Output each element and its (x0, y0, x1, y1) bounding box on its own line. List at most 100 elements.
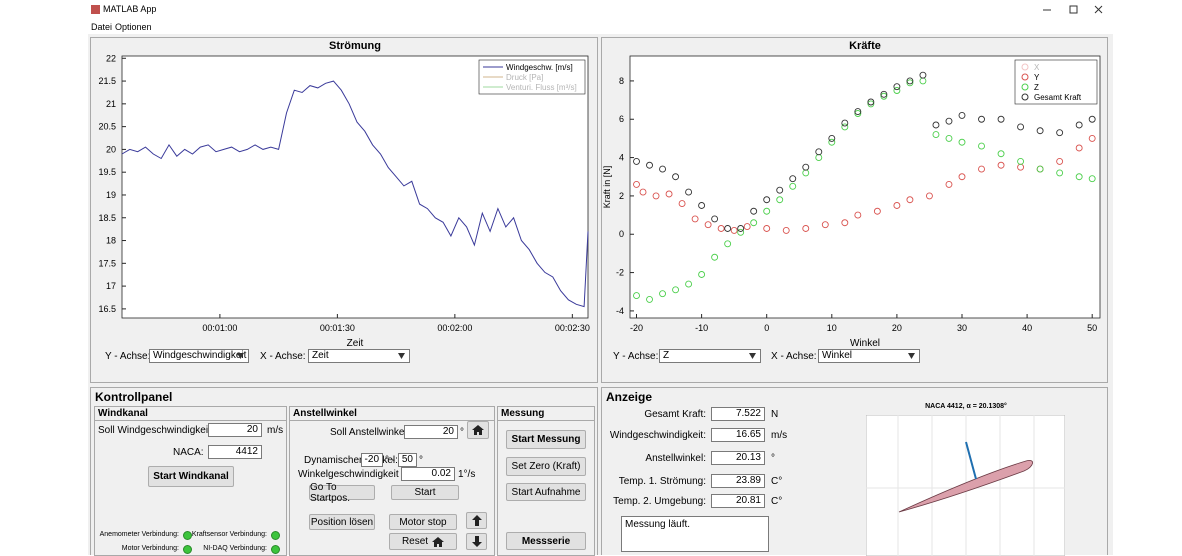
restore[interactable] (1069, 5, 1078, 14)
y-dropdown[interactable]: Z (659, 349, 761, 363)
subpanel-title: Anstellwinkel (290, 407, 494, 421)
home-button[interactable] (467, 421, 489, 439)
down-button[interactable] (466, 533, 487, 550)
start-windkanal-button[interactable]: Start Windkanal (148, 466, 234, 487)
start-messung-button[interactable]: Start Messung (506, 430, 586, 449)
menu-item[interactable]: Datei (91, 22, 113, 32)
lamp (183, 531, 192, 540)
row-value: 16.65 (711, 428, 765, 442)
home-icon (432, 536, 445, 547)
set-zero-button[interactable]: Set Zero (Kraft) (506, 457, 586, 476)
force-vector (965, 441, 977, 480)
y-dropdown[interactable]: Windgeschwindigkeit (149, 349, 249, 363)
field-label: Soll Anstellwinkel: (330, 427, 410, 438)
icon (471, 536, 482, 547)
down-icon (471, 536, 482, 547)
messserie-button[interactable]: Messserie (506, 532, 586, 550)
speed-field[interactable]: 20 (208, 423, 262, 437)
subpanel-title: Windkanal (95, 407, 286, 421)
motor-stop-button[interactable]: Motor stop (389, 514, 457, 530)
stroemung-panel: Y - Achse: Windgeschwindigkeit X - Achse… (90, 37, 598, 383)
row-unit: ° (771, 453, 775, 464)
lamp-label: Motor Verbindung: (121, 545, 179, 552)
status-text: Messung läuft. (625, 519, 691, 530)
unit: 1°/s (458, 469, 476, 480)
x-dropdown[interactable]: Zeit (308, 349, 410, 363)
x-dropdown[interactable]: Winkel (818, 349, 920, 363)
icon-shape (91, 5, 100, 14)
row-value: 7.522 (711, 407, 765, 421)
lamp (271, 531, 280, 540)
kontrollpanel: Kontrollpanel Windkanal Soll Windgeschwi… (90, 387, 598, 556)
up-icon (471, 515, 482, 526)
row-value: 23.89 (711, 474, 765, 488)
dropdown-arrow (237, 353, 244, 359)
start-aufnahme-button[interactable]: Start Aufnahme (506, 483, 586, 501)
separator: ° - (385, 455, 396, 466)
up-button[interactable] (466, 512, 487, 529)
naca-field[interactable]: 4412 (208, 445, 262, 459)
x-axis-label: X - Achse: (771, 351, 817, 362)
row-label: Temp. 2. Umgebung: (613, 496, 706, 507)
start-button[interactable]: Start (391, 485, 459, 500)
speed-field[interactable]: 0.02 (401, 467, 455, 481)
app-icon (91, 5, 100, 14)
row-unit: C° (771, 496, 783, 507)
dyn-from-field[interactable]: -20 (361, 453, 383, 467)
status-box: Messung läuft. (621, 516, 769, 552)
home-icon (472, 425, 484, 435)
row-label: Anstellwinkel: (645, 453, 706, 464)
field-label: Dynamischer Winkel: (304, 455, 398, 466)
lamp (183, 545, 192, 554)
panel-title: Anzeige (606, 390, 653, 404)
title-bar: MATLAB App (88, 0, 1113, 20)
unit: m/s (267, 425, 284, 436)
messung-panel: Messung Start Messung Set Zero (Kraft) S… (497, 406, 595, 556)
dropdown-value: Z (663, 350, 670, 361)
arrow (237, 353, 244, 359)
icon (432, 536, 445, 547)
row-label: Windgeschwindigkeit: (609, 430, 706, 441)
arrow (749, 353, 756, 359)
row-value: 20.13 (711, 451, 765, 465)
arrow (908, 353, 915, 359)
subpanel-title: Messung (498, 407, 594, 421)
dropdown-arrow (749, 353, 756, 359)
unit: ° (419, 455, 423, 466)
arrow (398, 353, 405, 359)
airfoil-plot (866, 415, 1065, 556)
close[interactable] (1094, 5, 1103, 14)
row-label: Gesamt Kraft: (644, 409, 706, 420)
soll-field[interactable]: 20 (404, 425, 458, 439)
startpos-button[interactable]: Go To Startpos. (309, 482, 375, 504)
dropdown-value: Windgeschwindigkeit (153, 350, 247, 361)
airfoil (898, 460, 1033, 513)
x-axis-label: X - Achse: (260, 351, 306, 362)
dropdown-arrow (908, 353, 915, 359)
lamp-label: Kraftsensor Verbindung: (191, 531, 267, 538)
lamp-label: NI-DAQ Verbindung: (203, 545, 267, 552)
windkanal-panel: Windkanal Soll Windgeschwindigkeit: 20 m… (94, 406, 287, 556)
plot-title: NACA 4412, α = 20.1308° (925, 403, 1007, 410)
row-unit: N (771, 409, 779, 420)
panel-title: Kontrollpanel (95, 390, 173, 404)
dropdown-value: Zeit (312, 350, 329, 361)
window-controls[interactable] (1038, 3, 1108, 17)
field-label: NACA: (173, 447, 204, 458)
menu-item[interactable]: Optionen (115, 22, 152, 32)
row-unit: m/s (771, 430, 788, 441)
field-label: Winkelgeschwindigkeit : (298, 469, 405, 480)
row-label: Temp. 1. Strömung: (618, 476, 706, 487)
reset-button[interactable]: Reset (389, 533, 457, 550)
button-label: Reset (401, 536, 429, 547)
y-axis-label: Y - Achse: (105, 351, 151, 362)
icon (471, 515, 482, 526)
dropdown-value: Winkel (822, 350, 853, 361)
dyn-to-field[interactable]: 50 (398, 453, 417, 467)
anzeige-panel: Anzeige Gesamt Kraft: 7.522 N Windgeschwind… (601, 387, 1108, 556)
row-value: 20.81 (711, 494, 765, 508)
row-unit: C° (771, 476, 783, 487)
release-button[interactable]: Position lösen (309, 514, 375, 530)
